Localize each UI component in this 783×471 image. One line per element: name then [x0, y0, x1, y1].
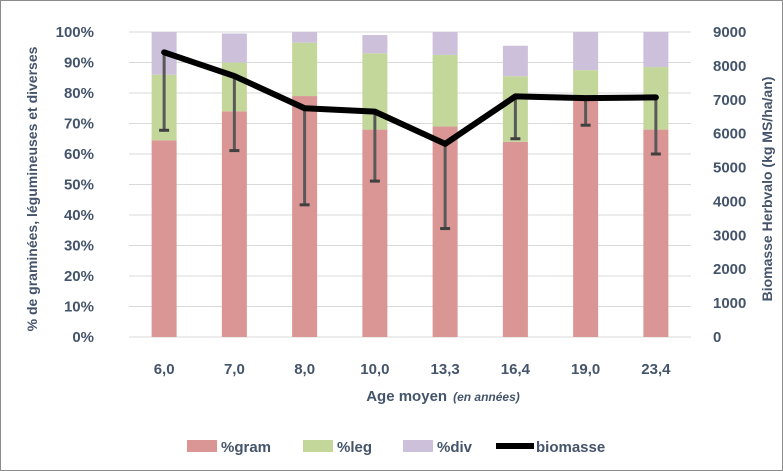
y-tick-left: 70%: [64, 116, 94, 133]
y-tick-right: 8000: [713, 58, 746, 75]
bar-div-3: [362, 35, 388, 54]
bar-div-1: [221, 33, 247, 63]
y-tick-right: 3000: [713, 227, 746, 244]
x-tick: 8,0: [294, 361, 315, 378]
gridlines: [129, 31, 691, 338]
left-axis-ticks: 0% 10% 20% 30% 40% 50% 60% 70% 80% 90% 100%: [56, 24, 94, 346]
y-tick-left: 30%: [64, 238, 94, 255]
stacked-bars: [151, 32, 669, 337]
biomass-series-line: [161, 49, 659, 147]
y-tick-right: 4000: [713, 193, 746, 210]
x-tick: 7,0: [224, 361, 245, 378]
bar-div-7: [643, 32, 669, 68]
x-tick: 10,0: [360, 361, 389, 378]
x-tick: 19,0: [571, 361, 600, 378]
x-tick: 23,4: [641, 361, 671, 378]
legend-label: %div: [437, 439, 473, 456]
x-tick: 13,3: [431, 361, 460, 378]
x-axis-title-note: (en années): [453, 390, 520, 404]
bar-leg-2: [292, 42, 318, 97]
x-tick: 16,4: [501, 361, 531, 378]
y-tick-left: 20%: [64, 268, 94, 285]
bar-gram-6: [573, 99, 599, 337]
bar-div-4: [432, 32, 458, 55]
y-tick-left: 60%: [64, 146, 94, 163]
bar-leg-4: [432, 54, 458, 127]
y-tick-left: 50%: [64, 177, 94, 194]
bar-gram-5: [502, 141, 528, 337]
bar-gram-7: [643, 129, 669, 337]
y-tick-right: 2000: [713, 261, 746, 278]
y-axis-right-title: Biomasse Herbvalo (kg MS/ha/an): [759, 77, 775, 302]
legend-swatch: [303, 440, 333, 452]
bar-div-5: [502, 45, 528, 77]
legend-label: biomasse: [536, 439, 605, 456]
legend-label: %gram: [221, 439, 271, 456]
y-tick-right: 5000: [713, 160, 746, 177]
y-tick-left: 90%: [64, 55, 94, 72]
error-bars: [159, 52, 661, 231]
legend-swatch: [403, 440, 433, 452]
y-tick-right: 7000: [713, 92, 746, 109]
legend-swatch: [187, 440, 217, 452]
bar-div-2: [292, 32, 318, 43]
biomass-line: [161, 49, 659, 147]
bar-leg-6: [573, 70, 599, 100]
legend: %gram %leg %div biomasse: [187, 439, 605, 456]
y-tick-right: 0: [713, 329, 721, 346]
y-tick-right: 9000: [713, 24, 746, 41]
y-tick-left: 0%: [72, 329, 94, 346]
y-tick-left: 80%: [64, 85, 94, 102]
y-tick-right: 1000: [713, 295, 746, 312]
x-axis-title-main: Age moyen: [366, 388, 447, 405]
bar-gram-0: [151, 140, 177, 337]
x-tick: 6,0: [154, 361, 175, 378]
y-tick-left: 40%: [64, 207, 94, 224]
legend-label: %leg: [337, 439, 372, 456]
x-axis-title: Age moyen (en années): [366, 388, 520, 405]
right-axis-ticks: 0 1000 2000 3000 4000 5000 6000 7000 8000 9000: [713, 24, 746, 346]
y-tick-left: 10%: [64, 299, 94, 316]
y-axis-left-title: % de graminées, légumineuses et diverses: [24, 46, 40, 331]
y-tick-left: 100%: [56, 24, 94, 41]
y-tick-right: 6000: [713, 126, 746, 143]
bar-div-6: [573, 32, 599, 71]
x-axis-ticks: 6,0 7,0 8,0 10,0 13,3 16,4 19,0 23,4: [154, 361, 671, 378]
